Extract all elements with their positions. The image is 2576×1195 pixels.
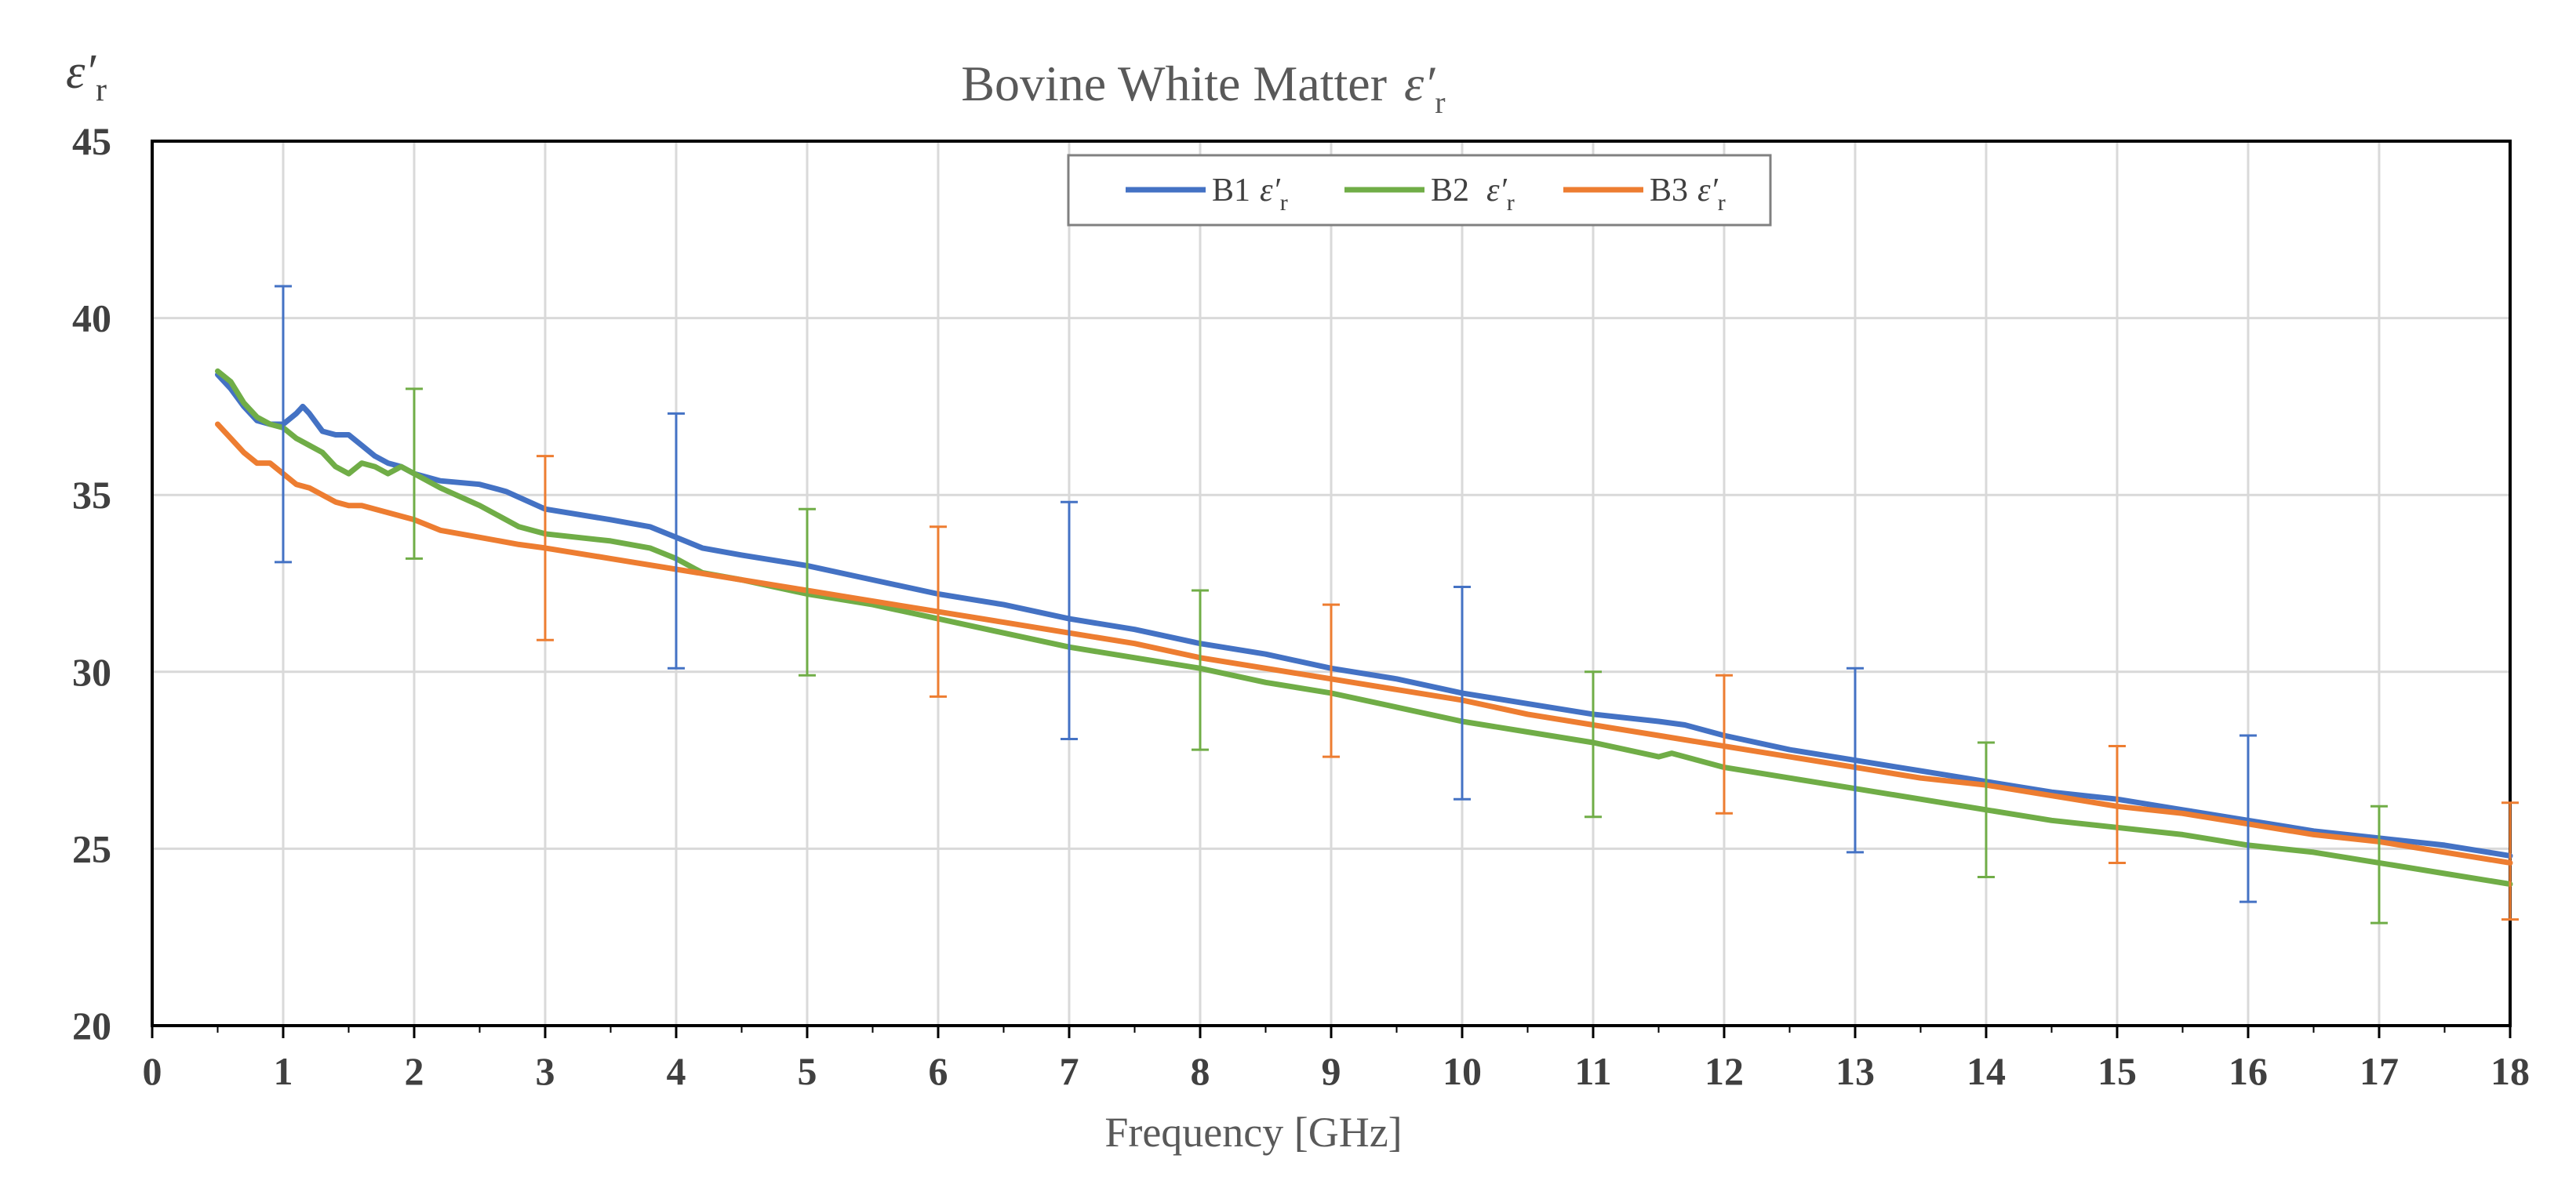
x-tick-label: 9 [1322,1049,1341,1093]
y-tick-label: 25 [72,826,111,870]
legend-entry-b2: B2 ε′r [1431,173,1515,216]
x-tick-label: 12 [1705,1049,1744,1093]
y-tick-labels: 20 25 30 35 40 45 [72,119,111,1048]
x-tick-label: 11 [1574,1049,1611,1093]
y-tick-label: 20 [72,1004,111,1048]
chart-title-subscript: r [1435,85,1445,120]
y-tick-label: 40 [72,296,111,340]
x-tick-label: 14 [1967,1049,2006,1093]
legend-entry-b3: B3 ε′r [1650,173,1726,216]
legend-entry-b1: B1 ε′r [1212,173,1288,216]
chart-title-symbol: ε′r [1404,56,1446,120]
grid-layer [152,141,2510,1026]
error-bar-b2 [1585,670,1602,819]
error-bar-b3 [2501,801,2519,921]
x-tick-label: 2 [405,1049,424,1093]
chart-title: Bovine White Matter [961,56,1387,111]
x-tick-label: 15 [2098,1049,2137,1093]
x-tick-label: 0 [143,1049,162,1093]
y-axis-label-epsilon: ε′ [66,45,96,99]
y-axis-label-subscript: r [96,72,107,108]
error-bar-b1 [2239,734,2257,903]
series-layer [215,368,2513,887]
error-bar-b3 [930,525,947,698]
legend-b3-name: B3 [1650,173,1688,209]
error-bar-b1 [668,412,685,670]
legend-b2-name: B2 [1431,173,1469,209]
x-tick-label: 18 [2490,1049,2530,1093]
error-bar-b3 [537,455,554,641]
error-bar-b2 [406,387,423,560]
error-bar-b3 [1716,674,1733,815]
x-tick-label: 16 [2229,1049,2268,1093]
x-tick-label: 8 [1191,1049,1210,1093]
x-tick-label: 1 [274,1049,293,1093]
series-line-b2 [215,368,2513,887]
legend-b2-epsilon: ε′ [1486,173,1508,209]
x-tick-label: 17 [2360,1049,2399,1093]
y-tick-label: 30 [72,650,111,694]
series-line-b1 [215,372,2513,859]
series-line-b3 [215,421,2513,866]
legend-b3-epsilon: ε′ [1697,173,1719,209]
x-axis-label: Frequency [GHz] [1104,1109,1402,1156]
x-tick-label: 10 [1443,1049,1482,1093]
x-tick-labels: 0 1 2 3 4 5 6 7 8 9 10 11 12 13 14 15 16 17 18 [143,1026,2530,1093]
legend-b2-subscript: r [1507,190,1515,216]
error-bar-b2 [1977,741,1995,878]
y-axis-label: ε′r [66,45,107,108]
y-tick-label: 35 [72,473,111,517]
x-tick-label: 4 [667,1049,686,1093]
error-bar-b3 [1323,603,1340,758]
x-tick-label: 7 [1060,1049,1079,1093]
error-bar-b2 [2370,805,2388,924]
legend-b1-subscript: r [1280,190,1288,216]
x-tick-label: 3 [536,1049,555,1093]
error-bar-b1 [1454,586,1471,801]
legend: B1 ε′r B2 ε′r B3 ε′r [1067,154,1772,227]
error-bar-b1 [1061,500,1078,741]
chart-title-epsilon: ε′ [1404,56,1435,111]
legend-b3-subscript: r [1718,190,1726,216]
error-bar-b1 [275,285,292,564]
error-bar-b2 [1192,589,1209,751]
y-tick-label: 45 [72,119,111,163]
error-bar-b1 [1846,667,1864,854]
x-tick-label: 6 [929,1049,948,1093]
x-tick-label: 13 [1836,1049,1875,1093]
error-bar-b3 [2108,745,2126,864]
x-tick-label: 5 [798,1049,817,1093]
error-bar-b2 [799,507,816,677]
legend-b1-name: B1 [1212,173,1250,209]
error-bars [275,285,2519,924]
legend-b1-epsilon: ε′ [1260,173,1281,209]
